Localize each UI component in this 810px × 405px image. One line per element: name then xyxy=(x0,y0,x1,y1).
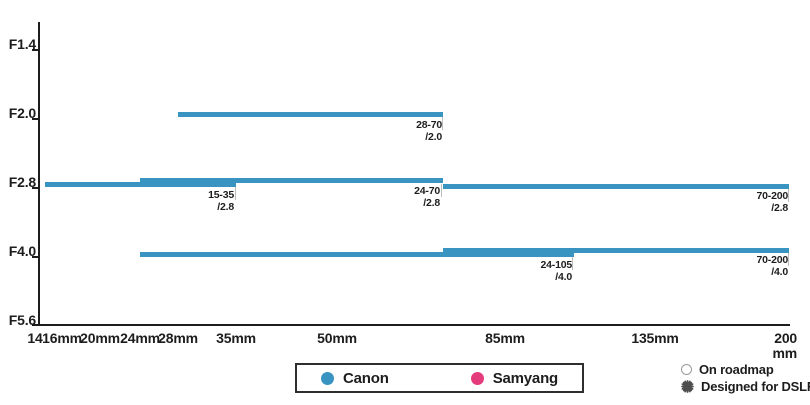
lens-range: 70-200 xyxy=(756,254,789,266)
x-tick-label-85: 85mm xyxy=(485,330,525,346)
brand-legend: Canon Samyang xyxy=(295,363,584,393)
x-tick-label-28: 28mm xyxy=(158,330,198,346)
bar-label-70-200-f4.0: 70-200 /4.0 xyxy=(718,254,789,278)
y-tick-label-f2.8: F2.8 xyxy=(8,174,36,190)
symbol-key: On roadmap Designed for DSLR xyxy=(681,361,810,395)
x-tick-label-16: 16mm xyxy=(42,330,82,346)
bar-28-70-f2.0 xyxy=(178,112,443,117)
x-tick-label-14: 14 xyxy=(27,330,43,346)
on-roadmap-label: On roadmap xyxy=(699,362,774,377)
bar-label-24-105-f4.0: 24-105 /4.0 xyxy=(502,259,573,283)
lens-aperture: /4.0 xyxy=(555,270,572,283)
bar-70-200-f4.0 xyxy=(443,248,789,253)
bar-label-connector xyxy=(572,257,573,270)
x-tick-label-200: 200 mm xyxy=(773,331,798,361)
x-tick-label-50: 50mm xyxy=(317,330,357,346)
legend-item-samyang: Samyang xyxy=(470,369,558,387)
bar-label-connector xyxy=(442,117,443,130)
lens-aperture: /2.8 xyxy=(423,196,440,209)
bar-label-28-70-f2.0: 28-70 /2.0 xyxy=(372,119,442,143)
y-tick-label-f1.4: F1.4 xyxy=(8,36,36,52)
canon-swatch-icon xyxy=(321,371,334,385)
bar-label-connector xyxy=(788,189,789,202)
bar-label-24-70-f2.8: 24-70 /2.8 xyxy=(370,185,440,209)
bar-24-105-f4.0 xyxy=(140,252,574,257)
designed-for-dslr-icon xyxy=(681,380,694,393)
y-tick-label-f4.0: F4.0 xyxy=(8,243,36,259)
bar-label-70-200-f2.8: 70-200 /2.8 xyxy=(718,190,789,214)
lens-range: 24-70 xyxy=(414,185,440,197)
lens-aperture: /2.8 xyxy=(771,201,788,214)
lens-range: 24-105 xyxy=(540,259,573,271)
bar-70-200-f2.8 xyxy=(443,184,789,189)
bar-label-15-35-f2.8: 15-35 /2.8 xyxy=(164,189,234,213)
x-axis-unit: mm xyxy=(772,345,798,361)
lens-range: 28-70 xyxy=(416,119,442,131)
legend-label-samyang: Samyang xyxy=(492,369,558,387)
x-tick-label-20: 20mm xyxy=(80,330,120,346)
y-tick-mark xyxy=(32,49,38,51)
designed-for-dslr-label: Designed for DSLR xyxy=(701,379,810,394)
bar-label-connector xyxy=(441,184,442,197)
x-tick-label-24: 24mm xyxy=(120,330,160,346)
legend-item-canon: Canon xyxy=(321,370,389,387)
bar-label-connector xyxy=(235,187,236,200)
y-tick-mark xyxy=(32,324,38,326)
y-tick-mark xyxy=(32,118,38,120)
y-tick-label-f5.6: F5.6 xyxy=(8,312,36,328)
bar-label-connector xyxy=(788,253,789,266)
legend-label-canon: Canon xyxy=(343,369,389,387)
lens-aperture: /2.0 xyxy=(425,130,442,143)
lens-range: 15-35 xyxy=(208,189,234,201)
key-row-designed-for-dslr: Designed for DSLR xyxy=(681,378,810,395)
bar-15-35-f2.8 xyxy=(45,182,236,187)
bar-24-70-f2.8 xyxy=(140,178,443,183)
x-axis-line xyxy=(38,324,790,326)
y-axis-line xyxy=(38,22,40,326)
x-tick-label-200-value: 200 xyxy=(774,330,797,346)
lens-range: 70-200 xyxy=(756,190,789,202)
y-tick-label-f2.0: F2.0 xyxy=(8,105,36,121)
key-row-on-roadmap: On roadmap xyxy=(681,361,810,378)
y-tick-mark xyxy=(32,187,38,189)
on-roadmap-icon xyxy=(681,364,692,375)
x-tick-label-135: 135mm xyxy=(631,330,679,346)
lens-aperture: /4.0 xyxy=(771,265,788,278)
x-tick-label-35: 35mm xyxy=(216,330,256,346)
samyang-swatch-icon xyxy=(470,371,484,385)
y-tick-mark xyxy=(32,256,38,258)
lens-aperture: /2.8 xyxy=(217,200,234,213)
